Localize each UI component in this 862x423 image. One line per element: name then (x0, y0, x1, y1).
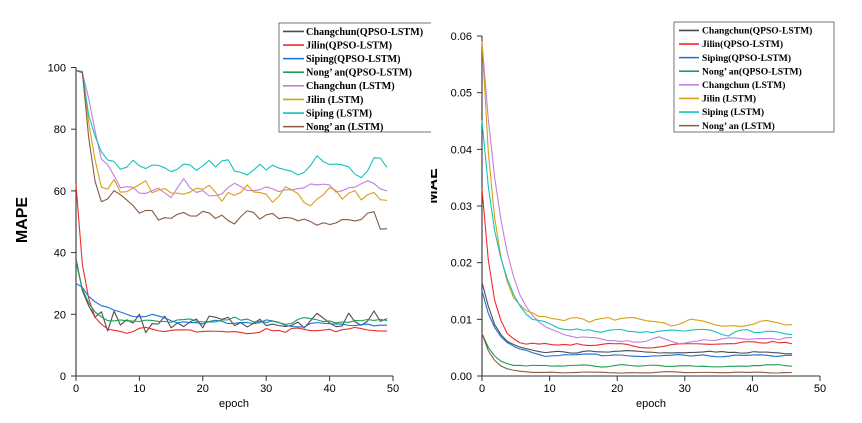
svg-text:20: 20 (611, 383, 623, 395)
svg-text:0.01: 0.01 (451, 314, 472, 326)
svg-text:epoch: epoch (219, 398, 249, 410)
svg-text:50: 50 (387, 383, 399, 395)
svg-text:Siping(QPSO-LSTM): Siping(QPSO-LSTM) (306, 54, 401, 65)
svg-text:Changchun(QPSO-LSTM): Changchun(QPSO-LSTM) (702, 26, 812, 37)
svg-text:0.04: 0.04 (451, 144, 472, 156)
svg-text:Siping (LSTM): Siping (LSTM) (306, 108, 372, 119)
svg-text:0.03: 0.03 (451, 201, 472, 213)
svg-text:Jilin(QPSO-LSTM): Jilin(QPSO-LSTM) (702, 39, 783, 50)
svg-text:30: 30 (679, 383, 691, 395)
svg-text:0: 0 (479, 383, 485, 395)
svg-text:Jilin (LSTM): Jilin (LSTM) (702, 94, 756, 105)
svg-text:0.05: 0.05 (451, 88, 472, 100)
svg-text:epoch: epoch (636, 398, 666, 410)
svg-text:20: 20 (54, 309, 66, 321)
svg-text:0: 0 (73, 383, 79, 395)
svg-text:MAPE: MAPE (14, 197, 31, 244)
svg-text:Nong’ an(QPSO-LSTM): Nong’ an(QPSO-LSTM) (702, 66, 802, 77)
svg-text:100: 100 (48, 63, 66, 75)
svg-text:Nong’ an (LSTM): Nong’ an (LSTM) (306, 122, 383, 133)
svg-text:Nong’ an (LSTM): Nong’ an (LSTM) (702, 121, 775, 132)
svg-text:10: 10 (133, 383, 145, 395)
svg-text:40: 40 (746, 383, 758, 395)
svg-text:Changchun(QPSO-LSTM): Changchun(QPSO-LSTM) (306, 27, 423, 38)
svg-text:30: 30 (260, 383, 272, 395)
svg-text:0.00: 0.00 (451, 371, 472, 383)
svg-text:MAE: MAE (431, 168, 441, 204)
svg-text:0: 0 (60, 371, 66, 383)
svg-text:80: 80 (54, 124, 66, 136)
svg-text:60: 60 (54, 186, 66, 198)
svg-text:0.06: 0.06 (451, 31, 472, 43)
svg-text:50: 50 (814, 383, 826, 395)
svg-text:Jilin (LSTM): Jilin (LSTM) (306, 95, 363, 106)
svg-text:40: 40 (54, 248, 66, 260)
svg-text:20: 20 (197, 383, 209, 395)
svg-text:Siping (LSTM): Siping (LSTM) (702, 107, 764, 118)
svg-text:Jilin(QPSO-LSTM): Jilin(QPSO-LSTM) (306, 40, 392, 51)
svg-text:40: 40 (323, 383, 335, 395)
svg-text:0.02: 0.02 (451, 258, 472, 270)
svg-text:10: 10 (543, 383, 555, 395)
svg-text:Nong’ an(QPSO-LSTM): Nong’ an(QPSO-LSTM) (306, 68, 412, 79)
svg-text:Changchun (LSTM): Changchun (LSTM) (702, 80, 785, 91)
svg-text:Siping(QPSO-LSTM): Siping(QPSO-LSTM) (702, 53, 791, 64)
svg-text:Changchun (LSTM): Changchun (LSTM) (306, 81, 395, 92)
